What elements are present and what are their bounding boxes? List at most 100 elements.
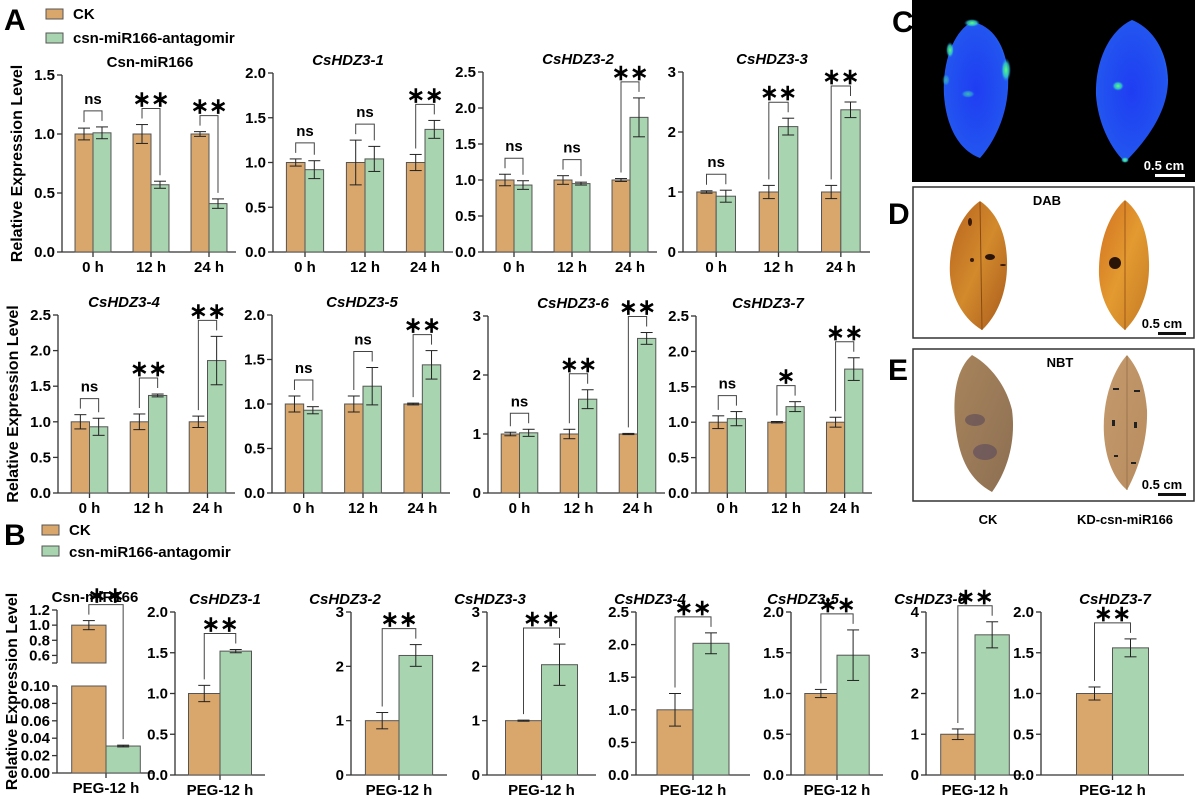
bar-ck xyxy=(405,162,426,253)
significance-label: ∗∗ xyxy=(191,94,228,119)
scale-bar-c xyxy=(1155,174,1185,177)
y-tick-label: 2.0 xyxy=(244,307,265,324)
y-tick-label: 1 xyxy=(911,726,919,743)
bar-ck xyxy=(940,733,976,776)
x-tick-label: PEG-12 h xyxy=(508,782,575,799)
significance-bracket xyxy=(203,632,237,680)
y-tick-label: 2 xyxy=(668,124,676,141)
significance-label: ∗∗ xyxy=(619,295,656,320)
y-tick-label: 0.0 xyxy=(763,767,784,784)
chart-title: CsHDZ3-1 xyxy=(189,591,261,608)
x-tick-label: PEG-12 h xyxy=(73,780,140,797)
significance-bracket xyxy=(141,108,161,176)
y-tick-label: 0.0 xyxy=(455,244,476,261)
significance-bracket xyxy=(353,351,373,390)
y-tick-label: 0.5 xyxy=(244,441,265,458)
bar-antagomir xyxy=(715,195,736,253)
y-tick-label: 0.5 xyxy=(147,726,168,743)
x-tick-label: 12 h xyxy=(771,500,801,517)
significance-label: ∗∗ xyxy=(760,80,797,105)
nbt-leaf-kd xyxy=(1103,355,1148,490)
significance-bracket xyxy=(88,604,124,740)
y-tick-label: 1.0 xyxy=(147,686,168,703)
y-tick-label: 0.06 xyxy=(21,713,50,730)
significance-bracket xyxy=(355,123,375,141)
chart-A-cshdz3-4: 0.0 0.5 1.0 1.5 2.0 2.5 CsHDZ3-4 Relative Expre… xyxy=(5,294,235,517)
significance-label: ∗∗ xyxy=(381,607,418,632)
y-tick-label: 2.5 xyxy=(668,308,689,325)
x-tick-label: 24 h xyxy=(622,500,652,517)
significance-label: ∗ xyxy=(777,364,795,389)
chart-title: CsHDZ3-3 xyxy=(736,51,808,68)
significance-label: ∗∗ xyxy=(130,356,167,381)
x-tick-label: 24 h xyxy=(410,259,440,276)
bar-antagomir xyxy=(89,426,109,494)
significance-bracket xyxy=(295,142,315,155)
significance-bracket xyxy=(627,316,648,428)
bar-ck xyxy=(284,403,305,494)
panel-letter-c: C xyxy=(892,6,914,39)
significance-label: ∗∗ xyxy=(612,60,649,85)
x-tick-label: 0 h xyxy=(294,259,316,276)
fluorescence-leaf-kd xyxy=(1095,20,1168,163)
bar-antagomir xyxy=(105,745,141,774)
y-tick-label: 1.2 xyxy=(29,602,50,619)
bar-antagomir xyxy=(219,650,252,776)
bar-antagomir xyxy=(424,128,445,253)
y-tick-label: 1.0 xyxy=(244,396,265,413)
chart-A-cshdz3-7: 0.0 0.5 1.0 1.5 2.0 2.5 CsHDZ3-7 0 h ns 12 h ∗ 24 h… xyxy=(668,295,872,517)
bar-ck xyxy=(285,162,306,253)
bar-antagomir xyxy=(629,116,649,253)
bar-antagomir xyxy=(208,203,228,253)
chart-title: CsHDZ3-2 xyxy=(542,51,614,68)
y-tick-label: 2 xyxy=(911,686,919,703)
y-axis-label: Relative Expression Level xyxy=(9,65,26,262)
significance-bracket xyxy=(138,377,159,408)
significance-bracket xyxy=(568,373,589,424)
chart-title: CsHDZ3-4 xyxy=(88,294,160,311)
significance-label: ∗∗ xyxy=(957,584,994,609)
y-tick-label: 1.0 xyxy=(245,155,266,172)
bar-ck xyxy=(188,693,221,776)
y-tick-label: 0.5 xyxy=(30,449,51,466)
y-tick-label: 0 xyxy=(336,767,344,784)
significance-label: ∗∗ xyxy=(133,87,170,112)
significance-label: ns xyxy=(84,91,102,108)
y-tick-label: 3 xyxy=(472,604,480,621)
bar-antagomir xyxy=(637,337,657,494)
significance-label: ns xyxy=(563,140,581,157)
chart-title: CsHDZ3-4 xyxy=(614,591,686,608)
bar-ck xyxy=(129,421,150,494)
y-tick-label: 2 xyxy=(472,658,480,675)
bar-ck xyxy=(188,421,209,494)
significance-bracket xyxy=(79,398,100,413)
y-tick-label: 0.0 xyxy=(147,767,168,784)
x-tick-label: 12 h xyxy=(563,500,593,517)
significance-bracket xyxy=(706,173,727,185)
bar-antagomir xyxy=(571,183,591,253)
x-tick-label: 0 h xyxy=(716,500,738,517)
bar-ck xyxy=(821,191,842,253)
y-tick-label: 1.5 xyxy=(147,645,168,662)
x-tick-label: 12 h xyxy=(133,500,163,517)
x-tick-label: 0 h xyxy=(293,500,315,517)
chart-A-csn-mir166: 0.0 0.5 1.0 1.5 Csn-miR166 Relative Expressio… xyxy=(9,54,236,276)
significance-bracket xyxy=(620,81,640,173)
y-tick-label: 0.5 xyxy=(455,208,476,225)
y-tick-label: 0.5 xyxy=(668,450,689,467)
bar-ck xyxy=(495,179,515,253)
bar-antagomir xyxy=(692,642,730,776)
significance-label: ∗∗ xyxy=(819,592,856,617)
y-tick-label: 0.5 xyxy=(608,734,629,751)
y-tick-label: 0.5 xyxy=(245,199,266,216)
x-tick-label: PEG-12 h xyxy=(942,782,1009,799)
y-tick-label: 1.0 xyxy=(29,617,50,634)
significance-bracket xyxy=(768,101,789,180)
y-tick-label: 1.5 xyxy=(668,379,689,396)
y-axis-label: Relative Expression Level xyxy=(4,593,21,790)
scale-bar-d xyxy=(1158,332,1186,335)
column-label-ck: CK xyxy=(979,512,998,527)
